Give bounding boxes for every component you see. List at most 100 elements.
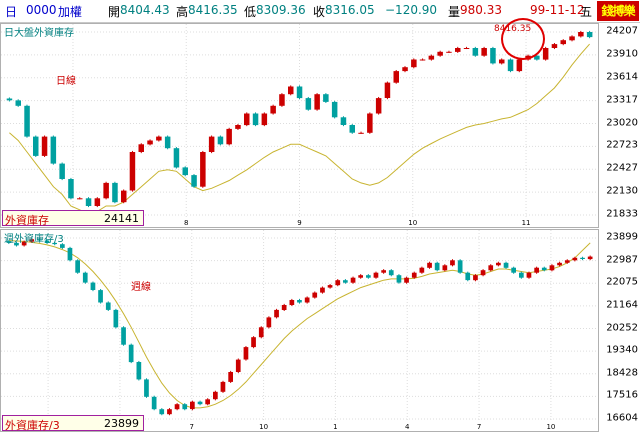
weekly-candle bbox=[60, 244, 65, 248]
weekly-y-axis: 23899 22987 22075 21164 20252 19340 18428 17516… bbox=[600, 229, 640, 432]
weekly-candle bbox=[304, 297, 310, 303]
daily-candle bbox=[586, 32, 593, 38]
weekly-candle bbox=[44, 240, 50, 243]
weekly-x-tick-label: 10 bbox=[546, 423, 555, 431]
weekly-candle bbox=[381, 270, 386, 273]
weekly-candle bbox=[488, 265, 494, 271]
weekly-candle bbox=[411, 272, 417, 278]
weekly-candle bbox=[75, 260, 80, 273]
daily-candle bbox=[103, 182, 109, 199]
weekly-candle bbox=[266, 317, 272, 328]
daily-candle bbox=[217, 136, 224, 145]
daily-x-tick-label: 9 bbox=[297, 219, 301, 227]
daily-candle bbox=[323, 94, 329, 102]
weekly-candle bbox=[105, 302, 111, 310]
daily-y-tick-label: 23317 bbox=[606, 94, 638, 106]
weekly-candle bbox=[442, 265, 448, 271]
weekly-candle bbox=[90, 282, 96, 290]
daily-candlestick-chart[interactable]: 7891011 bbox=[1, 24, 598, 227]
weekly-candle bbox=[587, 256, 593, 260]
weekly-y-tick-label: 16604 bbox=[606, 412, 638, 424]
daily-candle bbox=[516, 59, 523, 72]
daily-candle bbox=[463, 48, 470, 49]
close-value: 8316.05 bbox=[325, 3, 375, 17]
weekly-candle bbox=[251, 337, 256, 348]
weekly-candle bbox=[320, 287, 325, 293]
weekly-candle bbox=[366, 275, 371, 278]
daily-candle bbox=[279, 94, 285, 106]
weekly-candle bbox=[281, 305, 287, 310]
daily-candle bbox=[252, 113, 259, 126]
daily-candle bbox=[288, 86, 294, 95]
daily-candle bbox=[68, 179, 74, 199]
low-label: 低 bbox=[244, 5, 257, 19]
weekly-candle bbox=[213, 391, 218, 400]
weekly-y-tick-label: 17516 bbox=[606, 389, 638, 401]
daily-y-axis: 24207 23910 23614 23317 23020 22723 22427 22130… bbox=[600, 23, 640, 228]
weekly-candlestick-chart[interactable]: 1471014710 bbox=[1, 230, 598, 431]
daily-y-tick-label: 22427 bbox=[606, 162, 638, 174]
weekly-y-tick-label: 19340 bbox=[606, 344, 638, 356]
daily-candle bbox=[296, 86, 303, 99]
peak-highlight-circle bbox=[501, 18, 545, 60]
weekly-candle bbox=[21, 241, 27, 246]
weekly-candle bbox=[37, 239, 42, 241]
daily-foreign-holding-value: 24141 bbox=[104, 212, 139, 225]
daily-candle bbox=[314, 94, 320, 110]
daily-candle bbox=[490, 48, 496, 64]
daily-foreign-holding-box: 外資庫存 24141 bbox=[2, 210, 144, 227]
open-label: 開 bbox=[108, 5, 121, 19]
daily-candle bbox=[542, 48, 549, 60]
daily-candle bbox=[384, 82, 391, 98]
daily-candle bbox=[164, 136, 171, 149]
weekly-candle bbox=[503, 262, 509, 268]
weekly-candle bbox=[457, 260, 463, 273]
weekly-candle bbox=[572, 257, 578, 261]
daily-candle bbox=[85, 198, 92, 206]
weekly-candle bbox=[205, 399, 210, 405]
daily-foreign-holding-label: 外資庫存 bbox=[5, 214, 49, 227]
weekly-candle bbox=[235, 359, 241, 372]
daily-y-tick-label: 23910 bbox=[606, 48, 638, 60]
date-value: 99-11-12 bbox=[530, 3, 585, 17]
weekly-candle bbox=[6, 241, 12, 243]
daily-candle bbox=[235, 125, 241, 129]
weekly-candle bbox=[358, 275, 363, 278]
daily-x-tick-label: 11 bbox=[522, 219, 531, 227]
daily-y-tick-label: 22723 bbox=[606, 139, 638, 151]
daily-candle bbox=[551, 44, 558, 48]
weekly-candle bbox=[113, 309, 119, 328]
daily-chart-panel[interactable]: 7891011 日大盤外資庫存 日線 8416.35 外資庫存 24141 bbox=[0, 18, 599, 228]
stock-code: 0000 bbox=[26, 3, 57, 17]
daily-candle bbox=[340, 117, 347, 125]
weekly-candle bbox=[197, 401, 203, 405]
weekly-x-tick-label: 1 bbox=[333, 423, 337, 431]
weekly-candle bbox=[228, 372, 233, 382]
daily-panel-title: 日大盤外資庫存 bbox=[4, 28, 74, 39]
weekly-candle bbox=[258, 327, 264, 338]
weekly-chart-panel[interactable]: 1471014710 週外資庫存/3 週線 外資庫存/3 23899 bbox=[0, 229, 599, 432]
daily-candle bbox=[226, 128, 232, 145]
weekly-candle bbox=[541, 267, 547, 271]
daily-candle bbox=[349, 125, 355, 133]
daily-candle bbox=[121, 190, 127, 203]
daily-series-label: 日線 bbox=[56, 76, 76, 87]
open-value: 8404.43 bbox=[120, 3, 170, 17]
daily-candle bbox=[455, 48, 461, 52]
daily-candle bbox=[446, 51, 452, 53]
weekly-candle bbox=[67, 247, 73, 261]
daily-candle bbox=[437, 51, 443, 56]
weekly-candle bbox=[151, 396, 157, 410]
weekly-candle bbox=[396, 275, 402, 283]
weekly-y-tick-label: 20252 bbox=[606, 322, 638, 333]
weekly-candle bbox=[52, 242, 57, 245]
daily-moving-average-line bbox=[9, 43, 590, 215]
weekly-foreign-holding-box: 外資庫存/3 23899 bbox=[2, 415, 144, 432]
period-indicator[interactable]: 日 bbox=[5, 5, 18, 19]
daily-candle bbox=[393, 71, 399, 83]
daily-candle bbox=[411, 59, 417, 68]
weekly-candle bbox=[297, 300, 302, 303]
weekly-series-label: 週線 bbox=[131, 282, 151, 293]
daily-y-tick-label: 23614 bbox=[606, 71, 638, 83]
daily-candle bbox=[358, 132, 364, 134]
